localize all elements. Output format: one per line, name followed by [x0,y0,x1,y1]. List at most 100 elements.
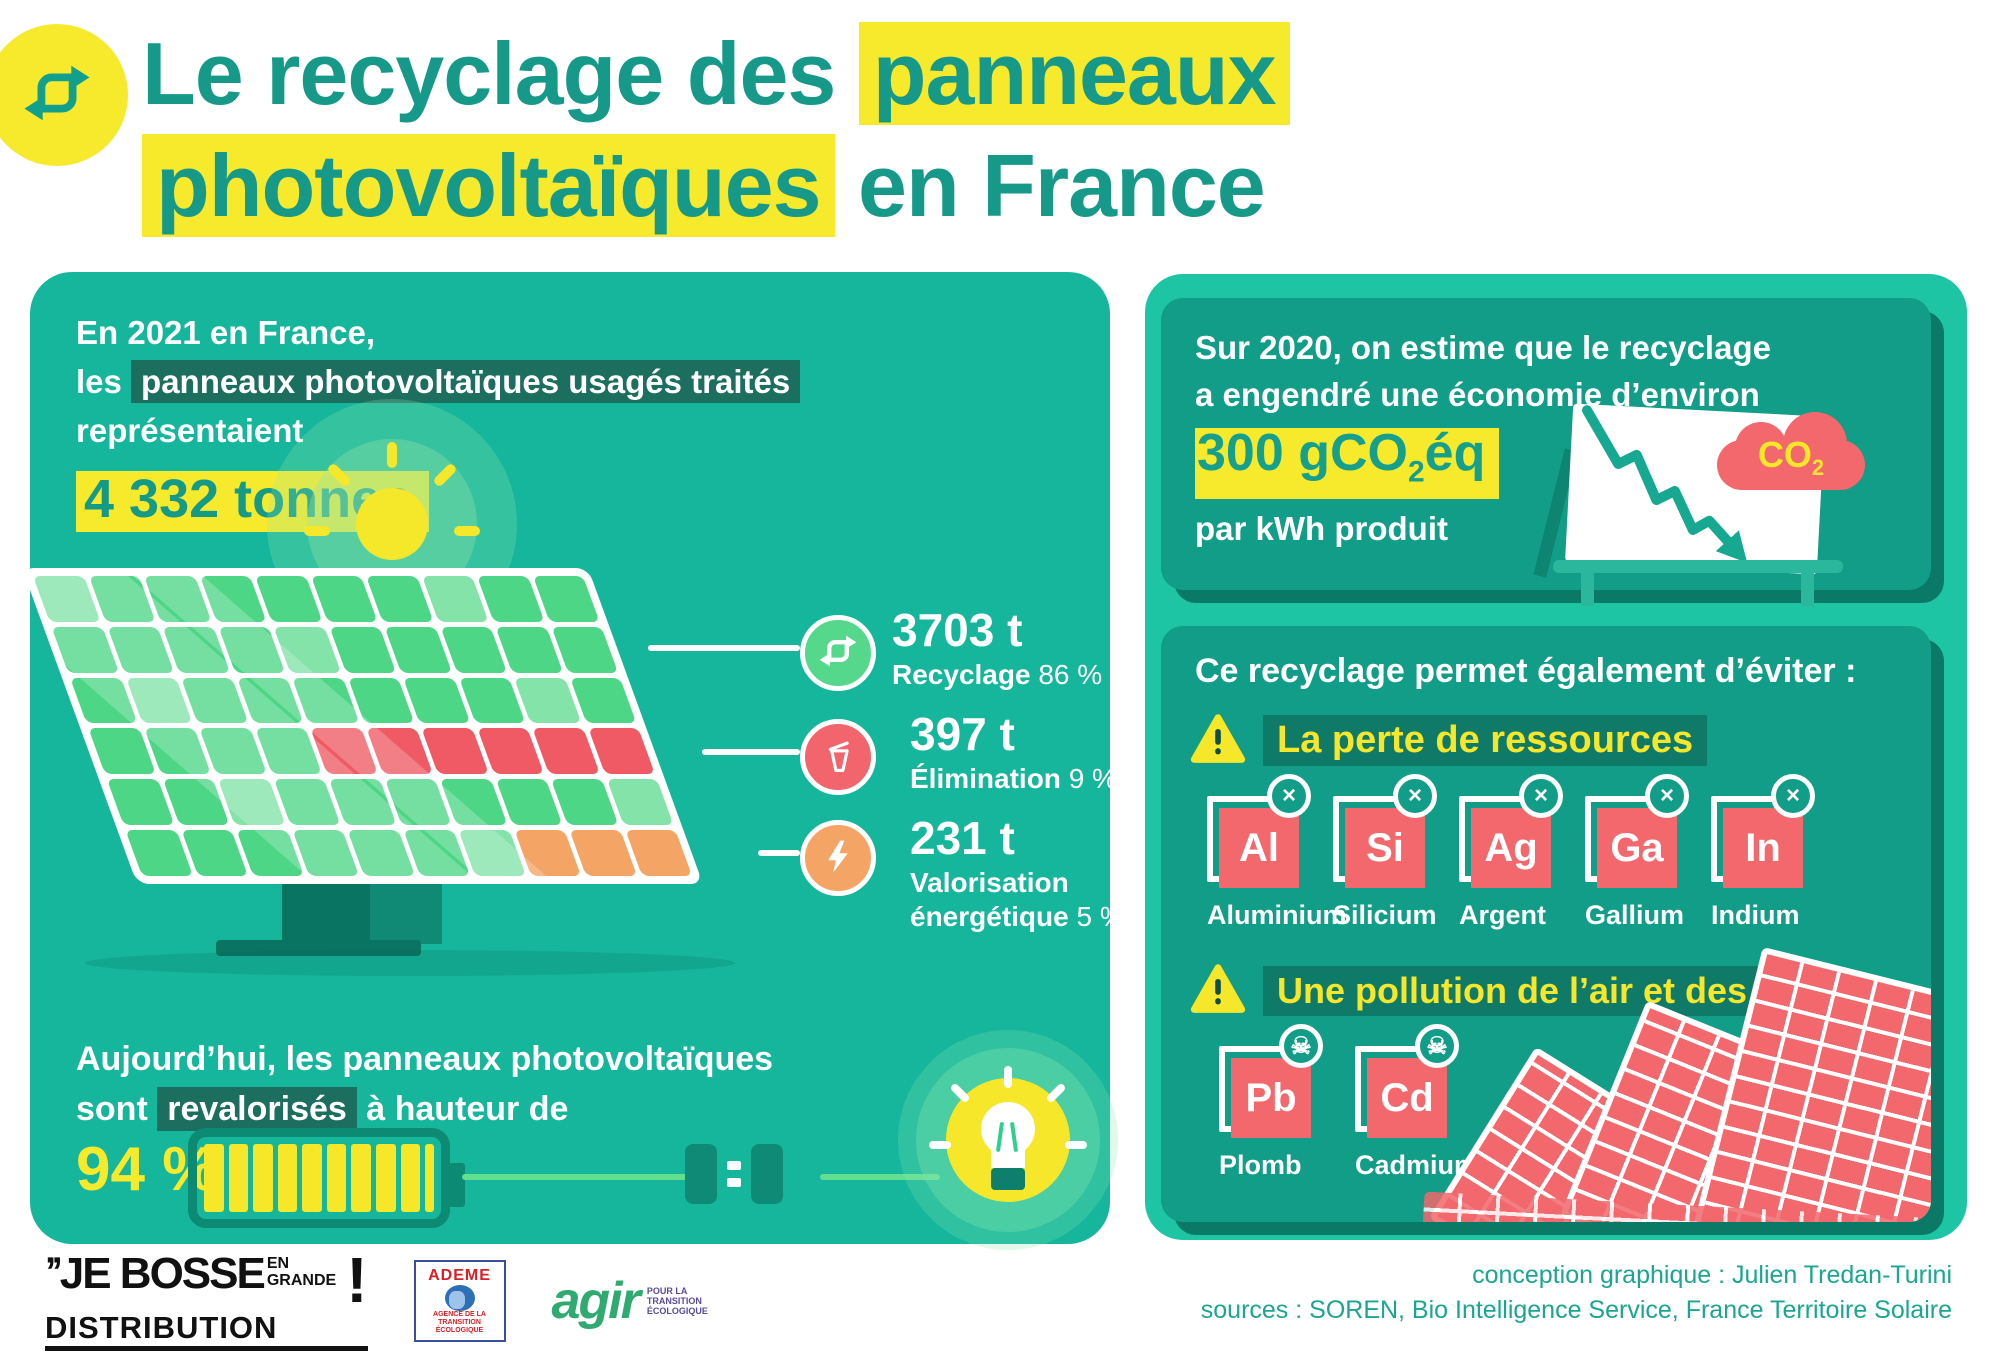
title-line-2: photovoltaïques en France [142,130,1842,242]
agir-logo: agir POUR LA TRANSITION ÉCOLOGIQUE [552,1271,717,1331]
co2-value: 300 gCO2éq [1195,427,1500,500]
battery-bar [204,1144,224,1212]
element-tile: Cd ☠ [1355,1024,1459,1138]
jebosse-exclamation: ! [346,1244,368,1316]
bulb-ray [1004,1066,1012,1088]
co2-card: Sur 2020, on estime que le recyclage a e… [1161,298,1931,606]
element-tile: Al × [1207,774,1311,888]
stat-connector-line [702,749,800,755]
stat-recyclage: 3703 t Recyclage 86 % [892,604,1132,692]
avoid-card: Ce recyclage permet également d’éviter :… [1161,626,1931,1222]
panel-stand [282,884,442,944]
left-card: En 2021 en France, les panneaux photovol… [22,272,1125,1250]
panel-cell [587,728,656,775]
stat-connector-line [648,645,800,651]
element-name: Argent [1459,900,1546,930]
co2-cloud-icon: CO2 [1717,412,1865,490]
stat-value: 3703 t [892,604,1023,656]
co2-value-main: 300 gCO [1197,424,1408,482]
stat-pct: 9 % [1068,763,1117,794]
page-title: Le recyclage des panneaux photovoltaïque… [142,18,1842,242]
credits-line-1: conception graphique : Julien Tredan-Tur… [1472,1261,1952,1289]
sun-ray [454,526,480,536]
battery-illustration [188,1128,465,1228]
cloud-label-sub: 2 [1811,455,1825,481]
stat-pct: 5 % [1076,901,1125,932]
jebosse-main: JE BOSSE [59,1249,266,1298]
element-name: Silicium [1333,900,1437,930]
skull-icon: ☠ [1415,1024,1459,1068]
title-text: en France [834,136,1266,235]
battery-bar [376,1144,396,1212]
ademe-logo: ADEME AGENCE DE LA TRANSITION ÉCOLOGIQUE [413,1260,506,1343]
panel-cell [606,779,674,826]
right-column: Sur 2020, on estime que le recyclage a e… [1145,274,1967,1240]
plug-prong [727,1178,741,1187]
cloud-body [1717,440,1865,490]
cross-icon: × [1393,774,1437,818]
element-tile: Si × [1333,774,1437,888]
sun-ray [387,442,397,468]
element-aluminium: Al × Aluminium [1207,774,1347,931]
title-highlight-photovoltaiques: photovoltaïques [142,134,835,237]
battery-terminal [449,1163,465,1207]
pollution-heading: Une pollution de l’air et des sols [1263,965,1844,1016]
element-cadmium: Cd ☠ Cadmium [1355,1024,1478,1181]
power-wire [462,1174,702,1180]
panel-cell [513,677,582,724]
intro-highlight: panneaux photovoltaïques usagés traités [131,360,801,403]
plug-prongs [727,1161,741,1187]
cross-icon: × [1645,774,1689,818]
recycle-icon [18,54,96,137]
intro-line-3: représentaient [76,412,304,449]
bulb-ray [1065,1141,1087,1149]
downward-trend-arrow [1581,405,1748,563]
element-plomb: Pb ☠ Plomb [1219,1024,1323,1181]
tile-symbol: Pb [1231,1058,1311,1138]
power-wire [820,1174,940,1180]
element-gallium: Ga × Gallium [1585,774,1689,931]
element-tile: Ag × [1459,774,1563,888]
jebosse-en: EN [266,1255,290,1272]
stat-icon-recycle [800,615,876,691]
easel-leg [1581,572,1594,606]
chart-board [1565,403,1825,575]
co2-value-suffix: éq [1424,424,1486,482]
jebosse-grande: GRANDE [266,1272,337,1289]
co2-line-3: par kWh produit [1195,510,1448,548]
ademe-sub-line: ÉCOLOGIQUE [435,1327,484,1335]
stat-label-name: Recyclage [892,659,1031,690]
solar-panel-illustration [22,568,704,884]
element-name: Indium [1711,900,1800,930]
plug-left [685,1144,717,1204]
agir-sub-line: POUR LA [646,1286,688,1297]
stat-label-name: Valorisation énergétique [910,867,1069,932]
lightbulb-illustration [898,1030,1118,1250]
panel-cell [384,626,452,673]
battery-bar [425,1144,435,1212]
warning-icon [1189,712,1247,769]
stat-label: Valorisation énergétique 5 % [910,866,1130,934]
resources-heading: La perte de ressources [1263,715,1708,766]
co2-text-block: Sur 2020, on estime que le recyclage a e… [1195,324,1771,552]
warning-icon [1189,962,1247,1019]
plug-prong [727,1161,741,1170]
stat-label: Recyclage 86 % [892,658,1132,692]
panel-cell [125,830,193,876]
cloud-label: CO2 [1717,434,1865,481]
intro-line-1: En 2021 en France, [76,314,375,351]
agir-sub-line: ÉCOLOGIQUE [646,1306,708,1317]
element-indium: In × Indium [1711,774,1815,931]
element-tile: In × [1711,774,1815,888]
reval-block: Aujourd’hui, les panneaux photovoltaïque… [76,1034,773,1134]
panel-cell [624,830,693,876]
plug-right [751,1144,783,1204]
ademe-name: ADEME [428,1267,491,1285]
battery-bar [326,1144,347,1212]
title-highlight-panneaux: panneaux [858,22,1290,125]
element-tiles-resources: Al × Aluminium Si × Silicium Ag × [1207,774,1815,931]
co2-value-sub: 2 [1407,455,1425,489]
stat-icon-elimination [800,719,876,795]
jebosse-stack: EN GRANDE [267,1255,336,1289]
